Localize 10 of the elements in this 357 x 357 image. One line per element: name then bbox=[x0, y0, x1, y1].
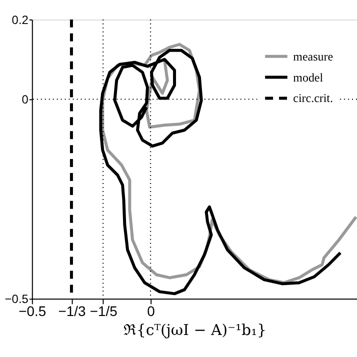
y-tick-label: −0.5 bbox=[4, 292, 29, 306]
y-tick-label: 0 bbox=[22, 92, 29, 107]
y-tick-label: 0.2 bbox=[12, 12, 29, 27]
legend-label: circ.crit. bbox=[293, 91, 334, 106]
x-tick-label: −1/5 bbox=[90, 303, 118, 320]
x-axis-title: ℜ{cᵀ(jωI − A)⁻¹b₁} bbox=[123, 321, 267, 340]
legend-label: model bbox=[293, 70, 324, 84]
x-tick-label: 0 bbox=[147, 303, 156, 320]
x-tick-label: −1/3 bbox=[58, 303, 86, 320]
legend-label: measure bbox=[293, 49, 334, 64]
